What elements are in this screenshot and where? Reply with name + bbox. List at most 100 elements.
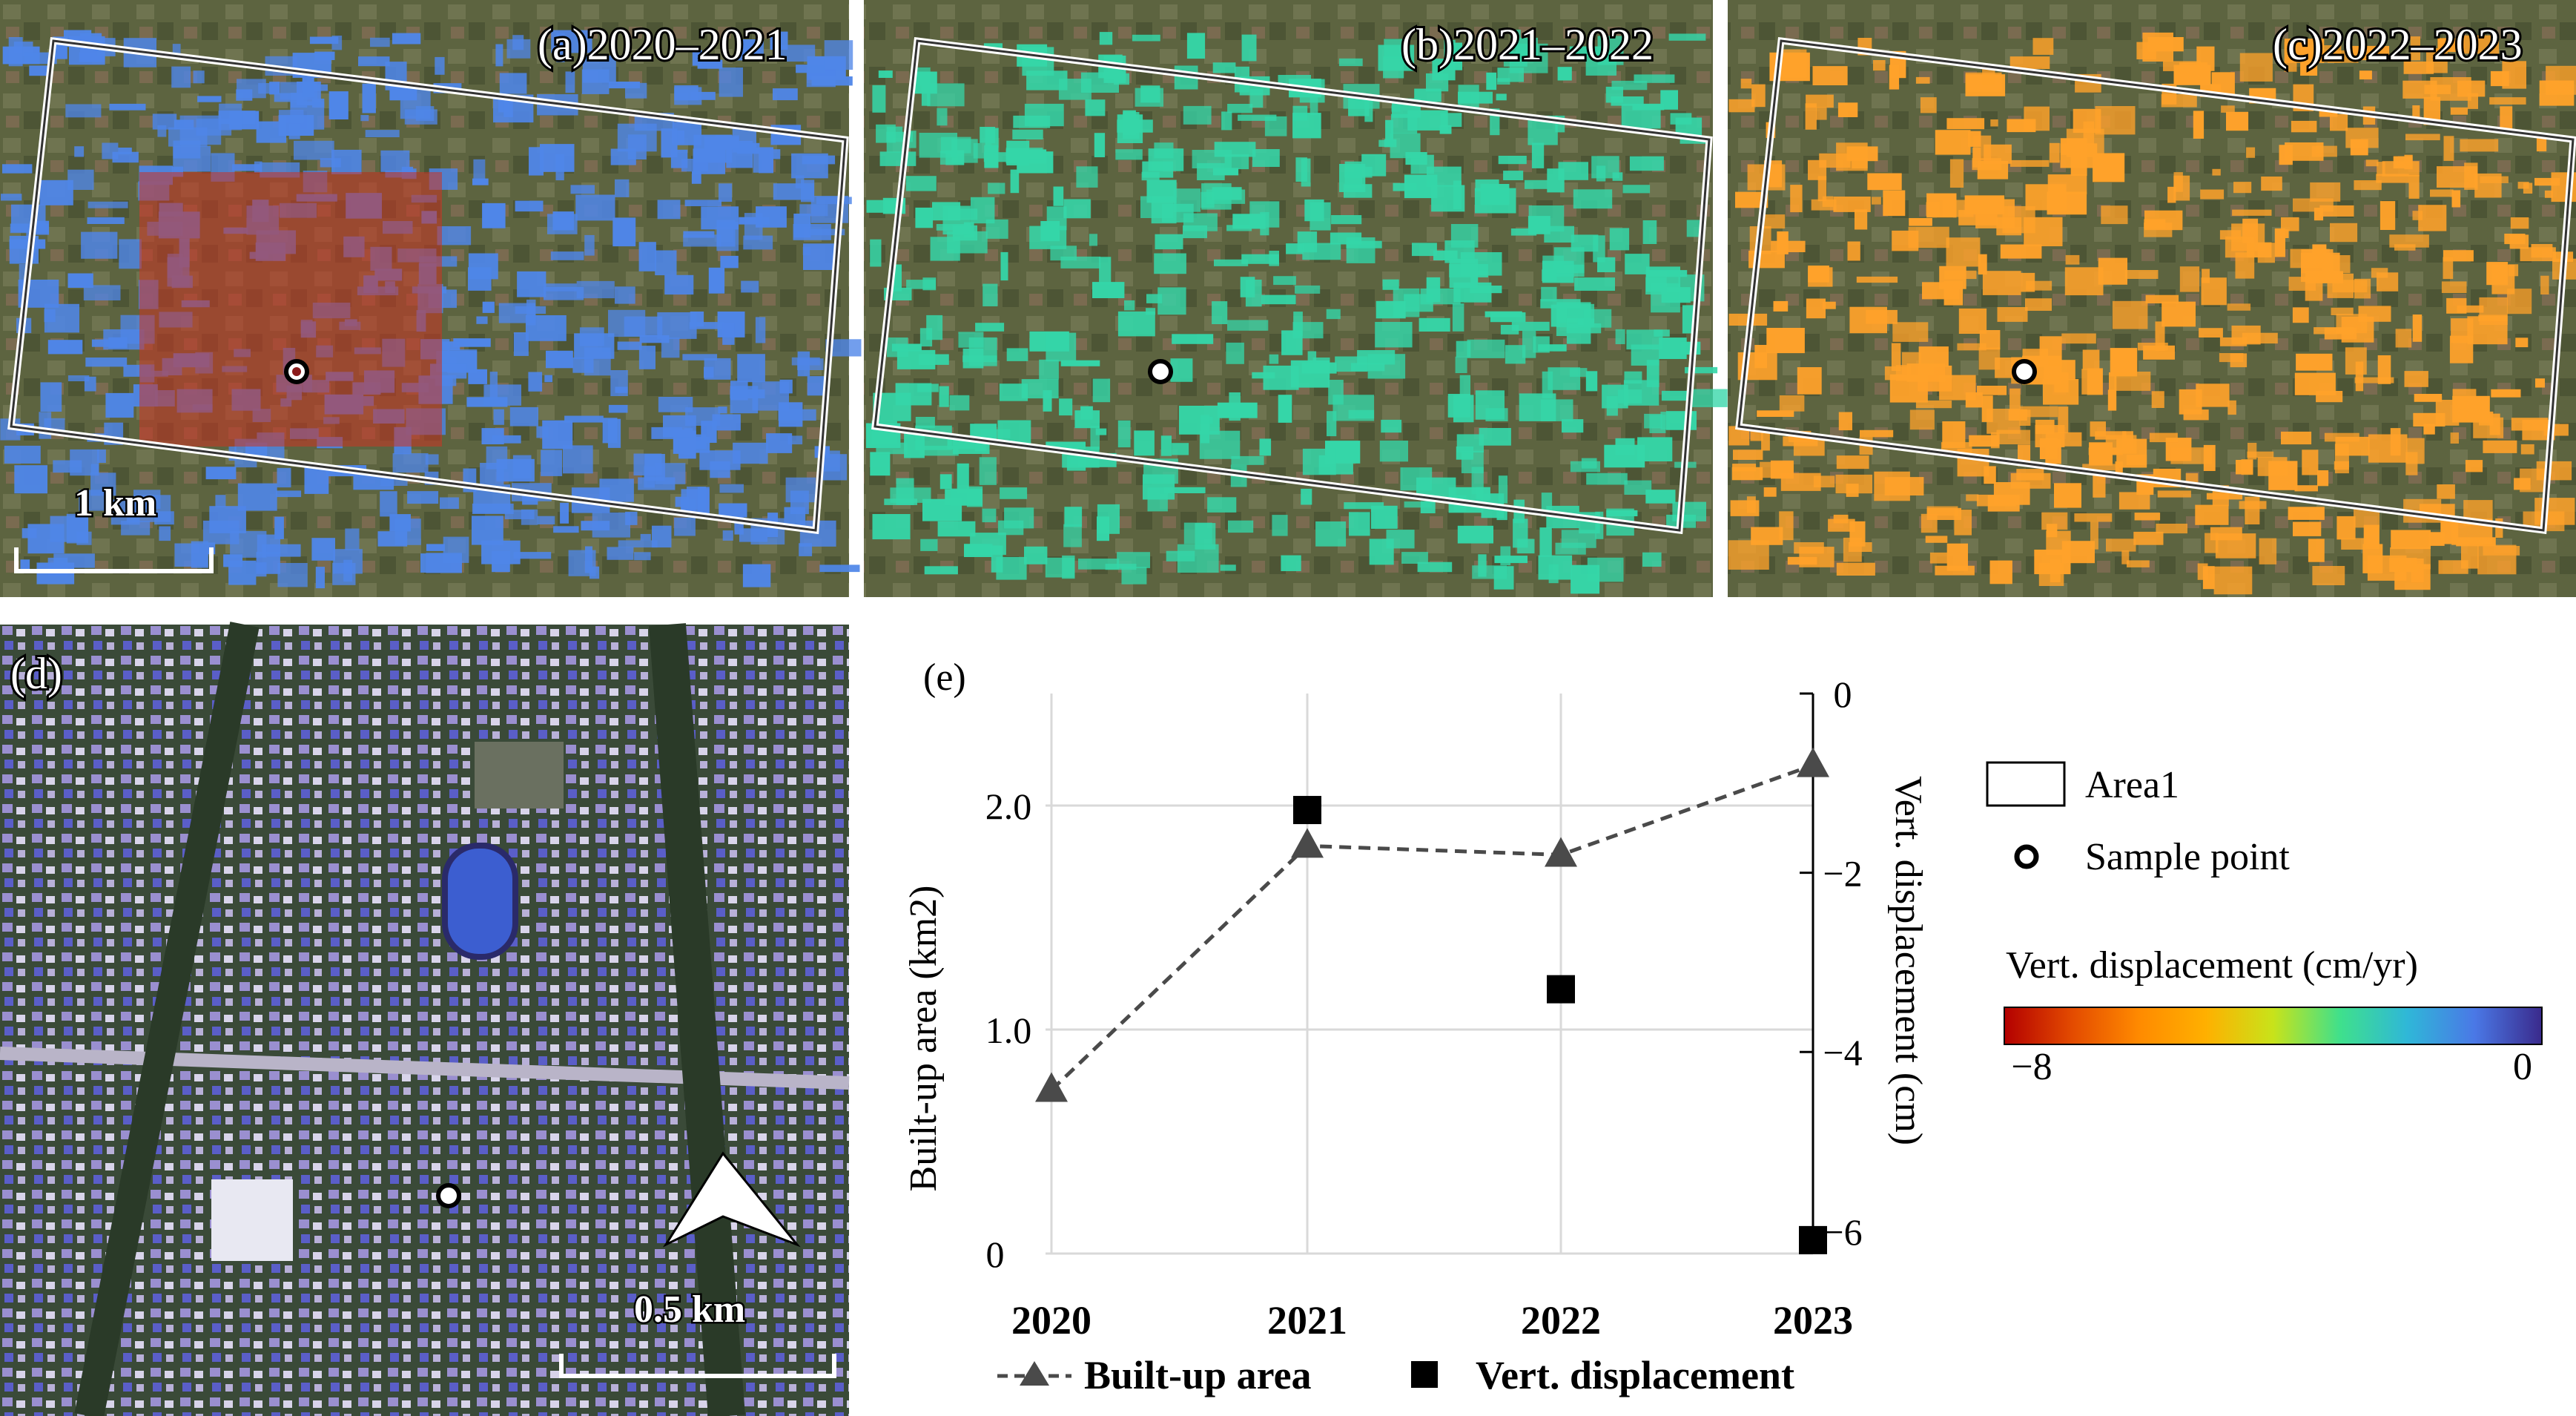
displacement-patch: [1909, 409, 1935, 430]
displacement-patch: [2183, 409, 2209, 421]
displacement-patch: [495, 44, 503, 67]
displacement-patch: [1920, 97, 1937, 113]
displacement-patch: [1241, 254, 1279, 264]
displacement-patch: [684, 200, 721, 206]
displacement-patch: [2450, 432, 2459, 444]
displacement-patch: [1547, 168, 1565, 193]
displacement-patch: [1375, 322, 1413, 348]
displacement-patch: [2054, 483, 2081, 508]
displacement-patch: [2149, 432, 2178, 443]
displacement-patch: [515, 200, 544, 212]
displacement-patch: [682, 354, 718, 360]
displacement-patch: [2193, 111, 2205, 139]
displacement-patch: [2302, 450, 2319, 475]
displacement-patch: [2093, 472, 2106, 498]
displacement-patch: [1060, 360, 1100, 366]
displacement-patch: [14, 465, 47, 494]
displacement-patch: [1123, 112, 1140, 139]
displacement-patch: [1661, 390, 1690, 401]
displacement-patch: [979, 457, 997, 485]
displacement-patch: [1997, 307, 2028, 322]
displacement-patch: [2531, 244, 2553, 258]
displacement-patch: [1585, 51, 1616, 76]
displacement-patch: [556, 33, 565, 62]
displacement-patch: [40, 382, 62, 412]
displacement-patch: [1228, 520, 1254, 533]
displacement-patch: [2404, 371, 2428, 387]
displacement-patch: [1849, 542, 1872, 552]
displacement-patch: [426, 553, 462, 573]
displacement-patch: [1615, 329, 1625, 344]
displacement-patch: [988, 182, 1005, 194]
displacement-patch: [11, 204, 46, 232]
displacement-patch: [1538, 344, 1567, 352]
displacement-patch: [2368, 434, 2408, 463]
panel-c-displacement-patches: [1728, 32, 2576, 595]
displacement-patch: [896, 478, 914, 505]
displacement-patch: [1183, 522, 1212, 544]
displacement-patch: [537, 516, 555, 524]
displacement-patch: [1946, 118, 1985, 130]
displacement-patch: [2452, 389, 2477, 405]
displacement-patch: [655, 250, 677, 276]
displacement-patch: [407, 491, 439, 504]
displacement-patch: [2093, 153, 2125, 182]
displacement-patch: [197, 96, 222, 102]
displacement-patch: [811, 76, 853, 86]
displacement-patch: [2161, 301, 2196, 327]
displacement-patch: [2460, 35, 2500, 54]
displacement-patch: [1249, 88, 1264, 108]
displacement-patch: [112, 151, 139, 163]
displacement-patch: [1544, 225, 1574, 243]
left-axis-tick-label: 1.0: [985, 1010, 1032, 1051]
displacement-patch: [2314, 327, 2354, 335]
displacement-patch: [1201, 191, 1215, 208]
displacement-patch: [2133, 531, 2164, 545]
displacement-patch: [1058, 79, 1092, 100]
displacement-patch: [2151, 391, 2164, 408]
displacement-patch: [657, 312, 697, 339]
displacement-patch: [481, 540, 521, 564]
displacement-patch: [950, 488, 982, 506]
panel-b-title: (b)2021–2022: [1401, 20, 1654, 69]
series-vert-displacement: [1293, 796, 1827, 1254]
displacement-patch: [1295, 157, 1307, 182]
displacement-patch: [634, 552, 651, 561]
displacement-patch: [219, 103, 242, 131]
displacement-patch: [796, 65, 825, 73]
displacement-patch: [119, 239, 142, 269]
right-axis-tick-label: −6: [1823, 1211, 1862, 1253]
displacement-patch: [435, 56, 445, 75]
displacement-patch: [311, 538, 335, 561]
displacement-patch: [1386, 530, 1415, 549]
displacement-patch: [1269, 354, 1279, 364]
displacement-patch: [2389, 558, 2417, 572]
displacement-patch: [661, 128, 678, 158]
displacement-patch: [644, 454, 665, 481]
displacement-patch: [1163, 487, 1206, 493]
displacement-patch: [1000, 487, 1028, 499]
displacement-patch: [1808, 266, 1829, 283]
displacement-patch: [468, 253, 498, 280]
vert-displacement-point: [1547, 975, 1575, 1004]
displacement-patch: [1099, 257, 1112, 285]
displacement-patch: [1909, 218, 1932, 226]
displacement-patch: [171, 66, 191, 88]
displacement-patch: [1883, 190, 1906, 217]
displacement-patch: [878, 70, 893, 78]
displacement-patch: [982, 283, 998, 306]
panel-d-vegetation-strip: [74, 622, 260, 1416]
displacement-patch: [1227, 320, 1269, 331]
displacement-patch: [2284, 42, 2297, 72]
displacement-patch: [2199, 328, 2223, 337]
displacement-patch: [618, 540, 658, 548]
displacement-patch: [1855, 209, 1868, 230]
displacement-patch: [2540, 275, 2549, 294]
legend-area1-box-icon: [1986, 761, 2066, 807]
displacement-patch: [541, 450, 563, 476]
displacement-patch: [1121, 567, 1147, 584]
displacement-patch: [2354, 377, 2394, 383]
displacement-patch: [437, 226, 472, 246]
displacement-patch: [66, 513, 89, 544]
displacement-patch: [358, 56, 390, 67]
